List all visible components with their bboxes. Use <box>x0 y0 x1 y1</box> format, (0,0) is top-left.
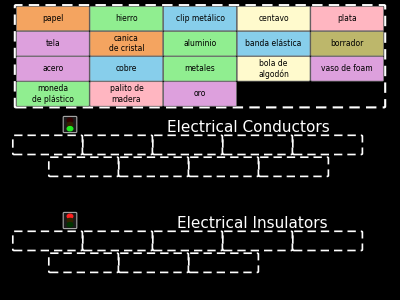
FancyBboxPatch shape <box>164 82 236 106</box>
Text: hierro: hierro <box>115 14 138 23</box>
Text: clip metálico: clip metálico <box>176 14 224 23</box>
Circle shape <box>67 218 73 223</box>
Circle shape <box>67 122 73 127</box>
FancyBboxPatch shape <box>311 56 384 81</box>
FancyBboxPatch shape <box>16 56 89 81</box>
Text: banda elástica: banda elástica <box>246 39 302 48</box>
FancyBboxPatch shape <box>90 32 163 56</box>
FancyBboxPatch shape <box>311 32 384 56</box>
Text: aluminio: aluminio <box>183 39 217 48</box>
FancyBboxPatch shape <box>164 56 236 81</box>
FancyBboxPatch shape <box>16 82 89 106</box>
Text: vaso de foam: vaso de foam <box>321 64 373 73</box>
FancyBboxPatch shape <box>237 6 310 31</box>
Text: oro: oro <box>194 89 206 98</box>
Text: palito de
madera: palito de madera <box>110 84 143 104</box>
Circle shape <box>67 118 73 122</box>
Text: tela: tela <box>46 39 60 48</box>
Text: acero: acero <box>42 64 64 73</box>
Text: borrador: borrador <box>330 39 364 48</box>
Text: centavo: centavo <box>258 14 289 23</box>
FancyBboxPatch shape <box>63 116 77 133</box>
FancyBboxPatch shape <box>63 212 77 229</box>
FancyBboxPatch shape <box>237 56 310 81</box>
Text: papel: papel <box>42 14 64 23</box>
FancyBboxPatch shape <box>311 6 384 31</box>
Text: plata: plata <box>337 14 357 23</box>
Text: metales: metales <box>185 64 215 73</box>
Circle shape <box>67 127 73 131</box>
FancyBboxPatch shape <box>164 32 236 56</box>
FancyBboxPatch shape <box>90 56 163 81</box>
Text: canica
de cristal: canica de cristal <box>108 34 144 53</box>
Text: Electrical Conductors: Electrical Conductors <box>167 120 329 135</box>
FancyBboxPatch shape <box>237 32 310 56</box>
FancyBboxPatch shape <box>16 6 89 31</box>
Text: cobre: cobre <box>116 64 137 73</box>
FancyBboxPatch shape <box>90 6 163 31</box>
Text: bola de
algodón: bola de algodón <box>258 59 289 79</box>
Text: Electrical Insulators: Electrical Insulators <box>177 216 327 231</box>
FancyBboxPatch shape <box>16 32 89 56</box>
FancyBboxPatch shape <box>90 82 163 106</box>
Text: moneda
de plástico: moneda de plástico <box>32 84 74 104</box>
Circle shape <box>67 214 73 218</box>
FancyBboxPatch shape <box>164 6 236 31</box>
Circle shape <box>67 223 73 227</box>
